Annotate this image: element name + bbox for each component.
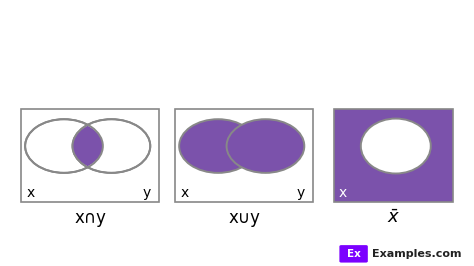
Text: y: y [143, 186, 151, 200]
Ellipse shape [361, 119, 431, 173]
Text: x∪y: x∪y [228, 209, 260, 227]
Ellipse shape [179, 119, 257, 173]
FancyBboxPatch shape [339, 245, 368, 263]
Text: Boolean Algebra Operations: Boolean Algebra Operations [72, 14, 402, 34]
Text: Ex: Ex [346, 249, 361, 259]
Ellipse shape [227, 119, 304, 173]
Bar [175, 109, 313, 202]
Ellipse shape [73, 119, 150, 173]
Text: x: x [181, 186, 189, 200]
Text: x: x [338, 186, 347, 200]
Ellipse shape [25, 119, 103, 173]
Bar [21, 109, 159, 202]
Bar [334, 109, 453, 202]
Text: y: y [297, 186, 305, 200]
Text: Examples.com: Examples.com [372, 249, 461, 259]
Text: x∩y: x∩y [74, 209, 106, 227]
Polygon shape [73, 126, 103, 166]
Text: x: x [27, 186, 35, 200]
Text: $\bar{x}$: $\bar{x}$ [387, 209, 400, 227]
